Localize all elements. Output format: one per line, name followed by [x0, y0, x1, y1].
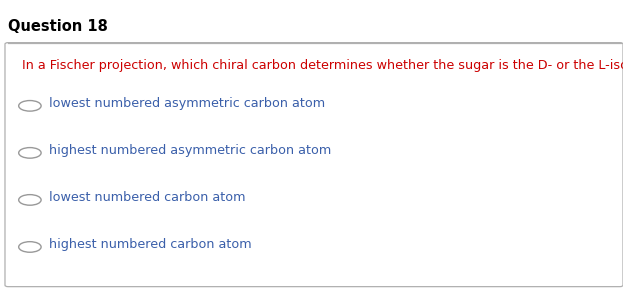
Text: Question 18: Question 18	[8, 19, 108, 34]
Text: lowest numbered asymmetric carbon atom: lowest numbered asymmetric carbon atom	[49, 97, 325, 110]
Text: In a Fischer projection, which chiral carbon determines whether the sugar is the: In a Fischer projection, which chiral ca…	[22, 59, 623, 72]
Text: lowest numbered carbon atom: lowest numbered carbon atom	[49, 191, 245, 204]
Text: highest numbered asymmetric carbon atom: highest numbered asymmetric carbon atom	[49, 144, 331, 157]
Text: highest numbered carbon atom: highest numbered carbon atom	[49, 238, 251, 251]
